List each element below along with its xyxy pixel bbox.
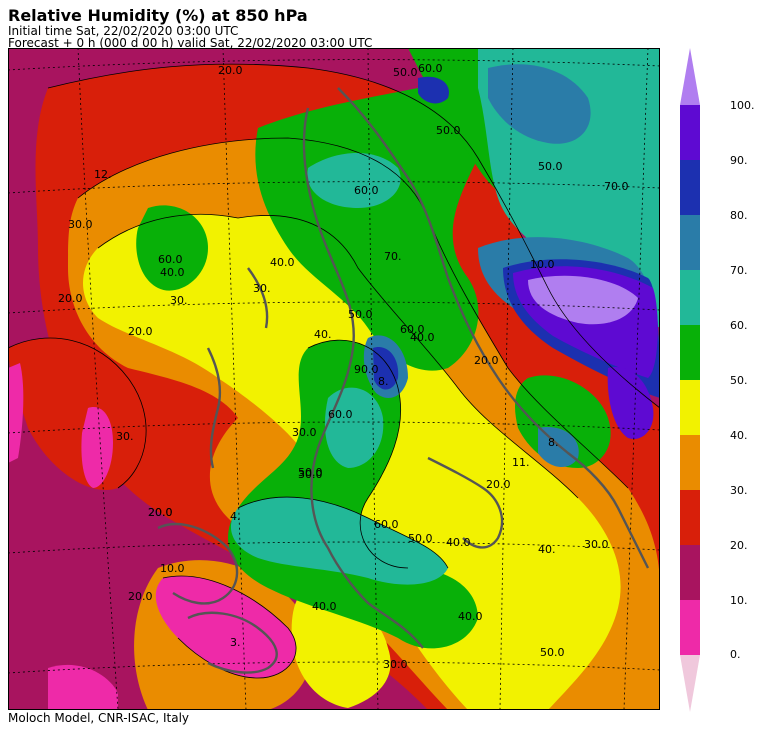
model-credit: Moloch Model, CNR-ISAC, Italy [8,711,190,725]
legend-swatch [680,380,700,435]
contour-label: 50.0 [436,124,461,137]
humidity-band-80-90 [418,76,449,104]
contour-label: 40.0 [410,331,435,344]
contour-label: 20.0 [474,354,499,367]
humidity-band-60-70 [230,497,448,585]
contour-label: 90.0 [354,363,379,376]
contour-label: 40.0 [458,610,483,623]
contour-label: 11. [512,456,530,469]
legend-swatch [680,215,700,270]
contour-label: 40.0 [446,536,471,549]
contour-label: 60.0 [328,408,353,421]
contour-label: 60.0 [418,62,443,75]
contour-label: 20.0 [218,64,243,77]
contour-label: 8. [378,375,389,388]
contour-label: 70.0 [604,180,629,193]
map-frame [8,48,660,710]
legend-tick: 60. [730,319,748,332]
contour-label: 30.0 [383,658,408,671]
contour-label: 50.0 [540,646,565,659]
contour-label: 40. [538,543,556,556]
legend-tick: 0. [730,648,741,661]
legend-arrow-top [680,48,700,105]
legend-tick: 20. [730,539,748,552]
contour-label: 20.0 [58,292,83,305]
legend-swatch [680,325,700,380]
contour-label: 20.0 [486,478,511,491]
contour-label: 70. [384,250,402,263]
contour-label: 30. [253,282,271,295]
contour-label: 30. [170,294,188,307]
contour-label: 60.0 [400,323,425,336]
contour-label: 40. [314,328,332,341]
contour-labels: 20.0 50.0 60.0 50.0 12. 30.0 60.0 40.0 5… [58,62,629,671]
contour-label: 50.0 [348,308,373,321]
contour-label: 3. [230,636,241,649]
contour-label: 60.0 [374,518,399,531]
legend-tick: 10. [730,594,748,607]
contour-label: 30.0 [298,468,323,481]
contour-label: 60.0 [158,253,183,266]
contour-label: 40.0 [270,256,295,269]
legend-tick: 80. [730,209,748,222]
contour-label: 30.0 [584,538,609,551]
contour-label: 50.0 [538,160,563,173]
contour-label: 10.0 [160,562,185,575]
legend-tick: 30. [730,484,748,497]
contour-label: 30.0 [292,426,317,439]
contour-label: 50.0 [408,532,433,545]
contour-label: 30. [116,430,134,443]
contour-label: 4. [230,510,241,523]
color-legend: 0. 10. 20. 30. 40. 50. 60. 70. 80. 90. 1… [680,48,755,712]
coastlines-borders [157,87,650,674]
contour-label: 40.0 [312,600,337,613]
humidity-band-10-20 [48,664,118,710]
legend-tick: 40. [730,429,748,442]
legend-arrow-bottom [680,655,700,712]
contour-label: 40.0 [160,266,185,279]
legend-tick: 70. [730,264,748,277]
legend-tick: 100. [730,99,755,112]
humidity-band-60-70 [324,387,384,468]
humidity-band-70-80 [488,64,591,144]
contour-label: 20.0 [148,506,173,519]
initial-time-label: Initial time Sat, 22/02/2020 03:00 UTC [8,24,239,38]
legend-swatch [680,105,700,160]
humidity-band-50-60 [136,205,208,291]
humidity-band-60-70 [307,153,401,208]
legend-tick: 50. [730,374,748,387]
contour-label: 12. [94,168,112,181]
humidity-band-10-20 [81,407,113,488]
legend-tick: 90. [730,154,748,167]
legend-swatch [680,490,700,545]
humidity-band-over-100 [528,275,638,325]
legend-swatch [680,600,700,655]
legend-swatch [680,160,700,215]
contour-label: 20.0 [128,590,153,603]
legend-swatch [680,270,700,325]
humidity-band-90-100 [607,367,654,439]
contour-label: 20.0 [148,506,173,519]
legend-swatches [680,48,700,712]
humidity-band-80-90 [373,347,399,390]
contour-label: 50.0 [393,66,418,79]
legend-swatch [680,545,700,600]
forecast-valid-label: Forecast + 0 h (000 d 00 h) valid Sat, 2… [8,36,373,50]
legend-swatch [680,435,700,490]
contour-label: 30.0 [68,218,93,231]
humidity-band-10-20 [8,363,24,463]
contour-label: 20.0 [128,325,153,338]
graticule [8,48,660,710]
legend-ticks: 0. 10. 20. 30. 40. 50. 60. 70. 80. 90. 1… [730,99,755,661]
humidity-map[interactable]: 20.0 50.0 60.0 50.0 12. 30.0 60.0 40.0 5… [8,48,660,710]
contour-label: 60.0 [354,184,379,197]
contour-label: 10.0 [530,258,555,271]
contour-label: 8. [548,436,559,449]
contour-label: 50.0 [298,466,323,479]
chart-title: Relative Humidity (%) at 850 hPa [8,6,308,25]
